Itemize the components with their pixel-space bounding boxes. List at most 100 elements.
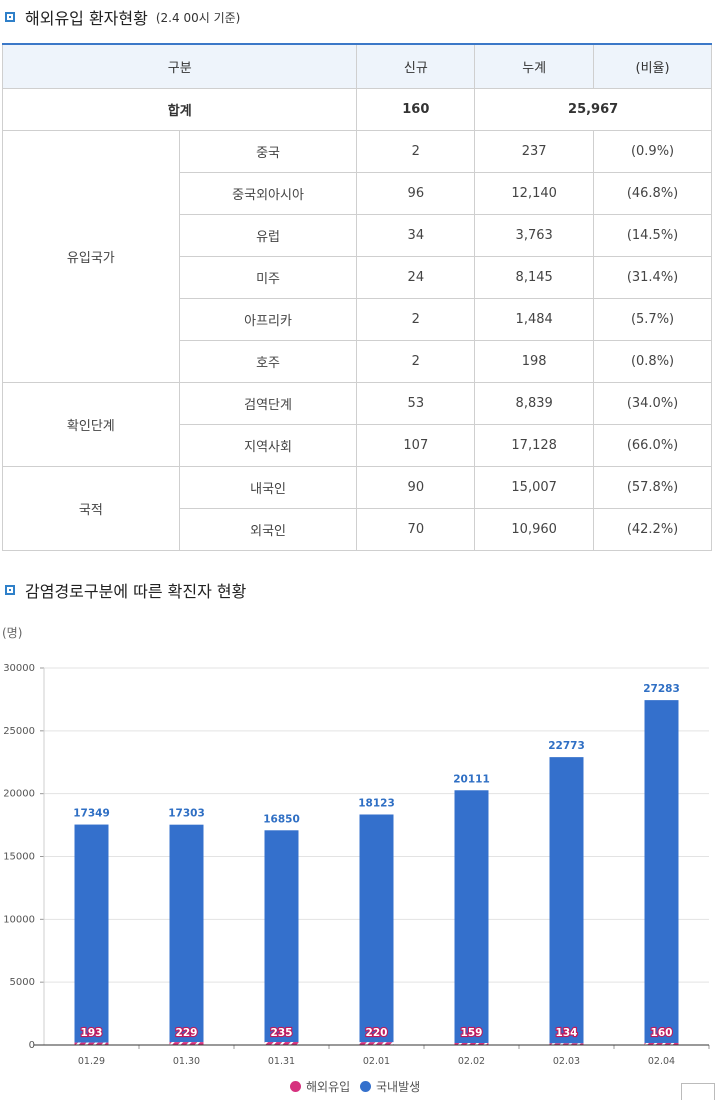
row-ratio: (46.8%) <box>593 171 712 215</box>
data-label-overseas: 159 <box>461 1027 483 1039</box>
bar-overseas <box>359 1042 394 1045</box>
row-ratio: (5.7%) <box>593 297 712 341</box>
y-tick-label: 25000 <box>3 726 35 737</box>
legend-item-overseas[interactable]: 해외유입 <box>290 1078 350 1095</box>
bar-overseas <box>74 1042 109 1045</box>
section-subtitle: (2.4 00시 기준) <box>155 10 241 25</box>
row-label: 검역단계 <box>178 381 358 425</box>
x-tick-label: 01.31 <box>268 1056 295 1067</box>
table-row: 중국외아시아 96 12,140 (46.8%) <box>3 171 712 215</box>
group-label: 국적 <box>2 465 180 551</box>
row-ratio: (34.0%) <box>593 381 712 425</box>
row-label: 아프리카 <box>178 297 358 341</box>
row-ratio: (0.8%) <box>593 339 712 383</box>
data-label-domestic: 16850 <box>263 813 300 825</box>
data-label-domestic: 20111 <box>453 773 490 785</box>
bar-domestic <box>169 824 204 1043</box>
row-cumulative: 8,145 <box>474 255 595 299</box>
total-cumulative: 25,967 <box>474 87 712 131</box>
row-label: 중국 <box>178 129 358 173</box>
x-tick-label: 01.30 <box>173 1056 200 1067</box>
row-cumulative: 198 <box>474 339 595 383</box>
y-tick-label: 20000 <box>3 789 35 800</box>
row-new: 53 <box>356 381 476 425</box>
x-tick-label: 02.03 <box>553 1056 580 1067</box>
bar-overseas <box>644 1042 679 1045</box>
row-cumulative: 15,007 <box>474 465 595 509</box>
row-ratio: (0.9%) <box>593 129 712 173</box>
bar-overseas <box>264 1042 299 1045</box>
data-label-overseas: 193 <box>81 1027 103 1039</box>
section-title-infection-route: 감염경로구분에 따른 확진자 현황 <box>5 578 246 602</box>
table-row: 국적 내국인 90 15,007 (57.8%) <box>2 465 712 551</box>
group-label: 확인단계 <box>2 381 180 467</box>
y-axis-label: (명) <box>2 626 22 640</box>
y-tick-label: 0 <box>29 1040 35 1051</box>
row-label: 유럽 <box>178 213 358 257</box>
y-tick-label: 5000 <box>10 977 35 988</box>
row-new: 2 <box>356 297 476 341</box>
bar-domestic <box>359 814 394 1043</box>
row-ratio: (57.8%) <box>593 465 712 509</box>
data-label-domestic: 17303 <box>168 808 205 820</box>
table-row: 외국인 70 10,960 (42.2%) <box>3 507 712 551</box>
data-label-domestic: 22773 <box>548 740 585 752</box>
bar-domestic <box>264 830 299 1043</box>
row-new: 107 <box>356 423 476 467</box>
row-cumulative: 3,763 <box>474 213 595 257</box>
row-label: 내국인 <box>178 465 358 509</box>
row-ratio: (42.2%) <box>593 507 712 551</box>
table-row: 유입국가 중국 2 237 (0.9%) <box>2 129 712 383</box>
legend-item-domestic[interactable]: 국내발생 <box>360 1078 420 1095</box>
bar-domestic <box>644 700 679 1043</box>
row-new: 96 <box>356 171 476 215</box>
data-label-overseas: 220 <box>366 1027 388 1039</box>
data-label-overseas: 160 <box>651 1027 673 1039</box>
bar-overseas <box>549 1043 584 1045</box>
legend-label: 해외유입 <box>306 1080 351 1094</box>
table-header-row: 구분 신규 누계 (비율) <box>1 43 712 89</box>
row-ratio: (31.4%) <box>593 255 712 299</box>
x-tick-label: 02.01 <box>363 1056 390 1067</box>
data-label-overseas: 134 <box>556 1027 578 1039</box>
row-new: 70 <box>356 507 476 551</box>
row-cumulative: 1,484 <box>474 297 595 341</box>
total-label: 합계 <box>1 87 358 131</box>
table-row: 호주 2 198 (0.8%) <box>3 339 712 383</box>
row-new: 2 <box>356 339 476 383</box>
legend-swatch-icon <box>290 1081 301 1092</box>
header-ratio: (비율) <box>593 43 712 89</box>
scroll-top-button[interactable] <box>681 1083 715 1100</box>
group-label: 유입국가 <box>2 129 180 383</box>
header-new: 신규 <box>356 43 476 89</box>
row-new: 24 <box>356 255 476 299</box>
bullet-square-icon <box>5 585 15 595</box>
stacked-bar-chart: (명) 0 5000 10000 15000 20000 25000 30000 17349 19… <box>2 626 710 1067</box>
data-label-overseas: 235 <box>271 1027 293 1039</box>
bar-overseas <box>169 1042 204 1045</box>
row-new: 90 <box>356 465 476 509</box>
overseas-cases-table: 구분 신규 누계 (비율) 합계 160 25,967 유입국가 중국 2 23… <box>1 43 712 551</box>
header-category: 구분 <box>1 43 358 89</box>
legend-label: 국내발생 <box>376 1080 421 1094</box>
row-label: 중국외아시아 <box>178 171 358 215</box>
row-cumulative: 8,839 <box>474 381 595 425</box>
x-tick-label: 02.02 <box>458 1056 485 1067</box>
row-new: 2 <box>356 129 476 173</box>
bar-domestic <box>74 824 109 1043</box>
table-row: 지역사회 107 17,128 (66.0%) <box>3 423 712 467</box>
section-title-text: 감염경로구분에 따른 확진자 현황 <box>25 582 247 601</box>
bullet-square-icon <box>5 12 15 22</box>
row-cumulative: 10,960 <box>474 507 595 551</box>
row-label: 외국인 <box>178 507 358 551</box>
bar-domestic <box>549 757 584 1044</box>
data-label-overseas: 229 <box>176 1027 198 1039</box>
data-label-domestic: 17349 <box>73 808 110 820</box>
legend-swatch-icon <box>360 1081 371 1092</box>
row-new: 34 <box>356 213 476 257</box>
x-tick-label: 01.29 <box>78 1056 105 1067</box>
y-tick-label: 10000 <box>3 914 35 925</box>
data-label-domestic: 18123 <box>358 797 395 809</box>
x-tick-label: 02.04 <box>648 1056 675 1067</box>
row-label: 호주 <box>178 339 358 383</box>
